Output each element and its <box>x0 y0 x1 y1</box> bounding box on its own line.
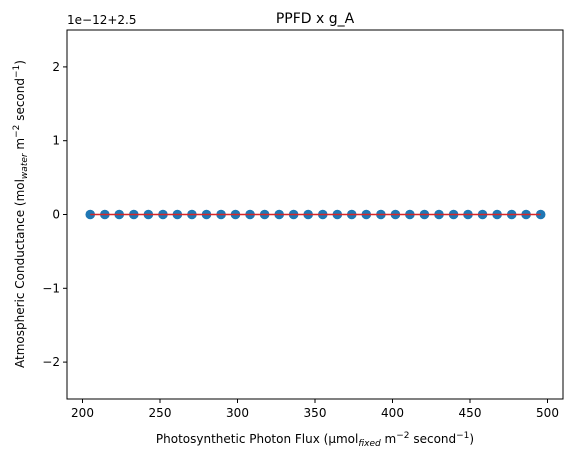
y-axis-label-mid1: m <box>13 138 27 154</box>
x-axis-label-sub: fixed <box>358 439 381 449</box>
y-axis-label-sup2: −1 <box>12 65 22 78</box>
x-tick-label: 250 <box>149 406 172 420</box>
x-axis-label: Photosynthetic Photon Flux (µmolfixed m−… <box>156 431 474 449</box>
x-tick-label: 450 <box>459 406 482 420</box>
x-tick-label: 500 <box>536 406 559 420</box>
x-tick-label: 300 <box>226 406 249 420</box>
y-tick-label: 1 <box>52 134 60 148</box>
chart-title: PPFD x g_A <box>276 11 355 27</box>
y-tick-label: −1 <box>42 281 60 295</box>
y-offset-text: 1e−12+2.5 <box>67 13 136 27</box>
x-tick-label: 200 <box>71 406 94 420</box>
y-tick-label: −2 <box>42 355 60 369</box>
y-axis-ticks: −2 −1 0 1 2 <box>42 60 67 369</box>
x-tick-label: 350 <box>304 406 327 420</box>
x-tick-label: 400 <box>381 406 404 420</box>
y-axis-label-pre: Atmospheric Conductance (mol <box>13 179 27 368</box>
x-axis-label-sup1: −2 <box>396 431 409 441</box>
y-axis-label-post: ) <box>13 60 27 65</box>
x-axis-ticks: 200 250 300 350 400 450 500 <box>71 399 559 420</box>
y-axis-label-mid2: second <box>13 78 27 125</box>
x-axis-label-mid1: m <box>381 432 397 446</box>
y-axis-label: Atmospheric Conductance (molwater m−2 se… <box>12 60 30 368</box>
plot-content <box>85 209 546 220</box>
x-axis-label-mid2: second <box>410 432 457 446</box>
y-axis-label-sub: water <box>20 152 30 179</box>
x-axis-label-sup2: −1 <box>456 431 469 441</box>
y-tick-label: 2 <box>52 60 60 74</box>
y-axis-label-sup1: −2 <box>12 125 22 138</box>
x-axis-label-pre: Photosynthetic Photon Flux (µmol <box>156 432 358 446</box>
x-axis-label-post: ) <box>469 432 474 446</box>
y-tick-label: 0 <box>52 208 60 222</box>
